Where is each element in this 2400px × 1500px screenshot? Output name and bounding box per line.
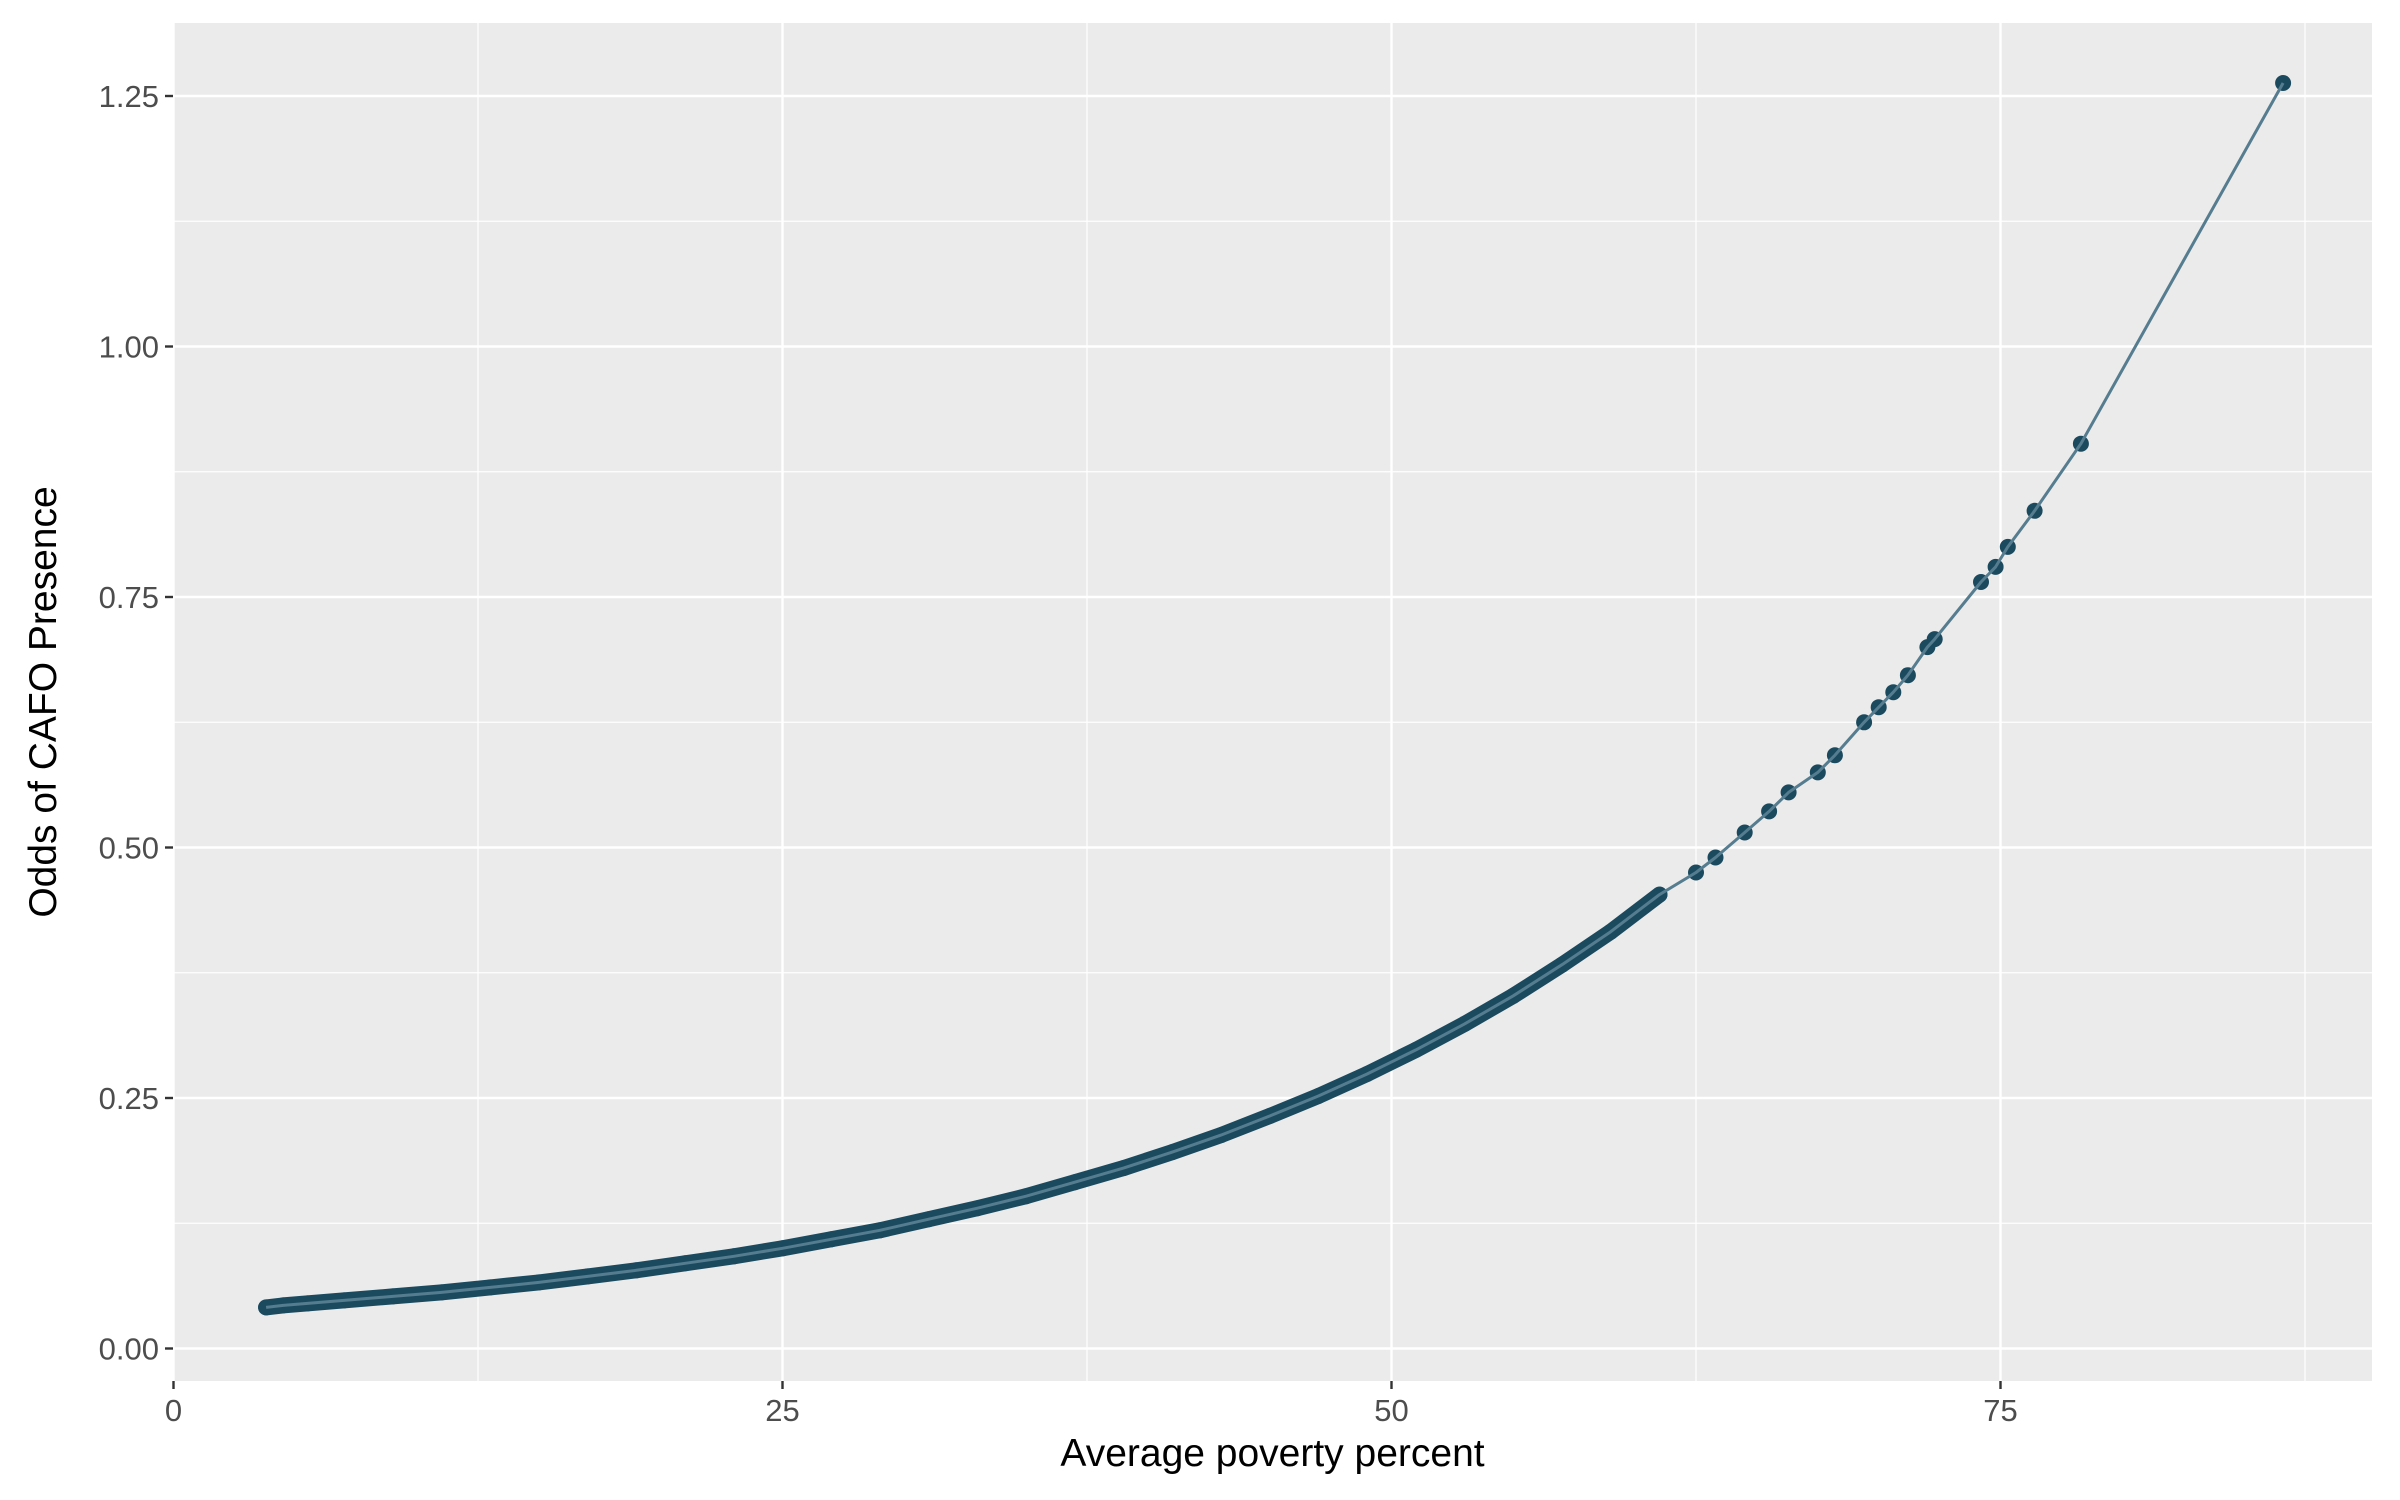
y-tick-label: 0.00 — [99, 1332, 159, 1367]
y-axis-title: Odds of CAFO Presence — [22, 486, 65, 917]
y-tick-label: 0.25 — [99, 1081, 159, 1116]
trend-line-layer — [265, 82, 2285, 1309]
x-tick-label: 50 — [1374, 1393, 1408, 1428]
x-tick-label: 75 — [1983, 1393, 2017, 1428]
minor-gridlines — [173, 23, 2372, 1381]
y-tick-label: 1.00 — [99, 330, 159, 365]
y-tick-labels: 0.00 0.25 0.50 0.75 1.00 1.25 — [99, 79, 159, 1367]
x-tick-label: 25 — [765, 1393, 799, 1428]
plot-panel — [173, 23, 2372, 1381]
x-tick-label: 0 — [165, 1393, 182, 1428]
axis-ticks — [165, 94, 2002, 1389]
y-tick-label: 1.25 — [99, 79, 159, 114]
trend-line — [265, 82, 2285, 1309]
major-gridlines — [172, 23, 2372, 1381]
x-tick-labels: 0 25 50 75 — [165, 1393, 2018, 1428]
y-tick-label: 0.75 — [99, 580, 159, 615]
x-axis-title: Average poverty percent — [1060, 1432, 1484, 1475]
y-tick-label: 0.50 — [99, 831, 159, 866]
